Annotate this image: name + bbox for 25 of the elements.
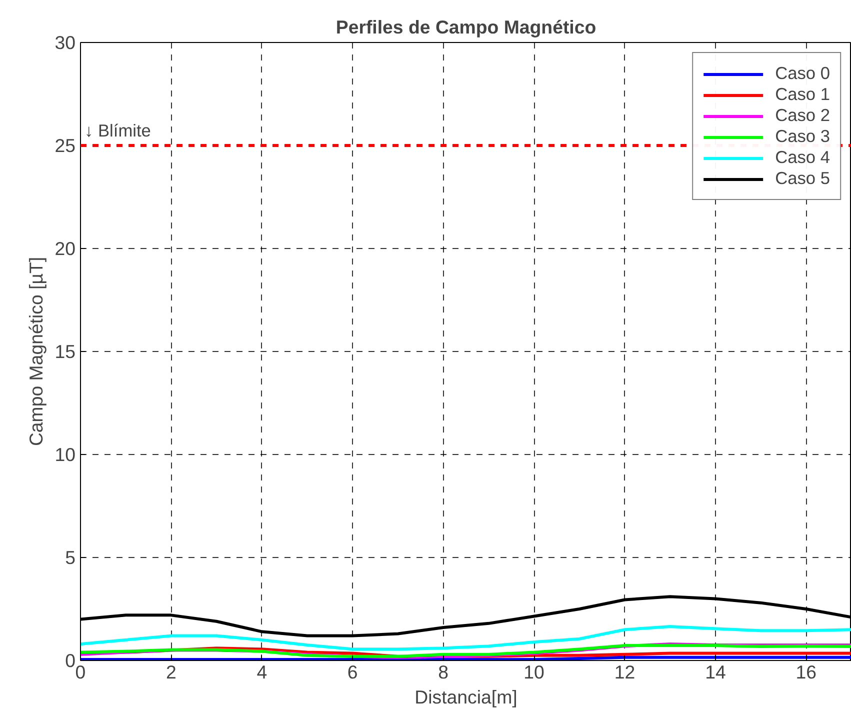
x-tick-label: 12 — [614, 662, 636, 682]
x-tick-label: 16 — [796, 662, 817, 682]
legend-label: Caso 3 — [775, 126, 830, 147]
y-tick-label: 20 — [54, 238, 76, 259]
y-tick-label: 5 — [65, 547, 76, 568]
ref-line-label: ↓ Blímite — [84, 120, 151, 140]
y-tick-label: 10 — [54, 444, 76, 465]
x-tick-label: 14 — [705, 662, 726, 682]
x-tick-label: 8 — [438, 662, 449, 682]
x-tick-label: 4 — [256, 662, 268, 682]
x-axis-title: Distancia[m] — [414, 686, 518, 708]
y-tick-label: 30 — [54, 32, 76, 53]
y-axis-title: Campo Magnético [µT] — [26, 256, 47, 446]
x-tick-label: 2 — [166, 662, 176, 682]
legend-label: Caso 4 — [775, 147, 830, 168]
x-tick-label: 10 — [524, 662, 544, 682]
legend-label: Caso 1 — [775, 84, 830, 105]
legend-label: Caso 2 — [775, 105, 830, 126]
legend-label: Caso 0 — [775, 63, 830, 84]
chart-title: Perfiles de Campo Magnético — [336, 16, 596, 38]
x-tick-label: 6 — [347, 662, 358, 682]
line-series — [80, 625, 851, 651]
legend-label: Caso 5 — [775, 168, 830, 189]
y-tick-label: 25 — [54, 135, 76, 156]
y-tick-label: 15 — [54, 341, 76, 362]
